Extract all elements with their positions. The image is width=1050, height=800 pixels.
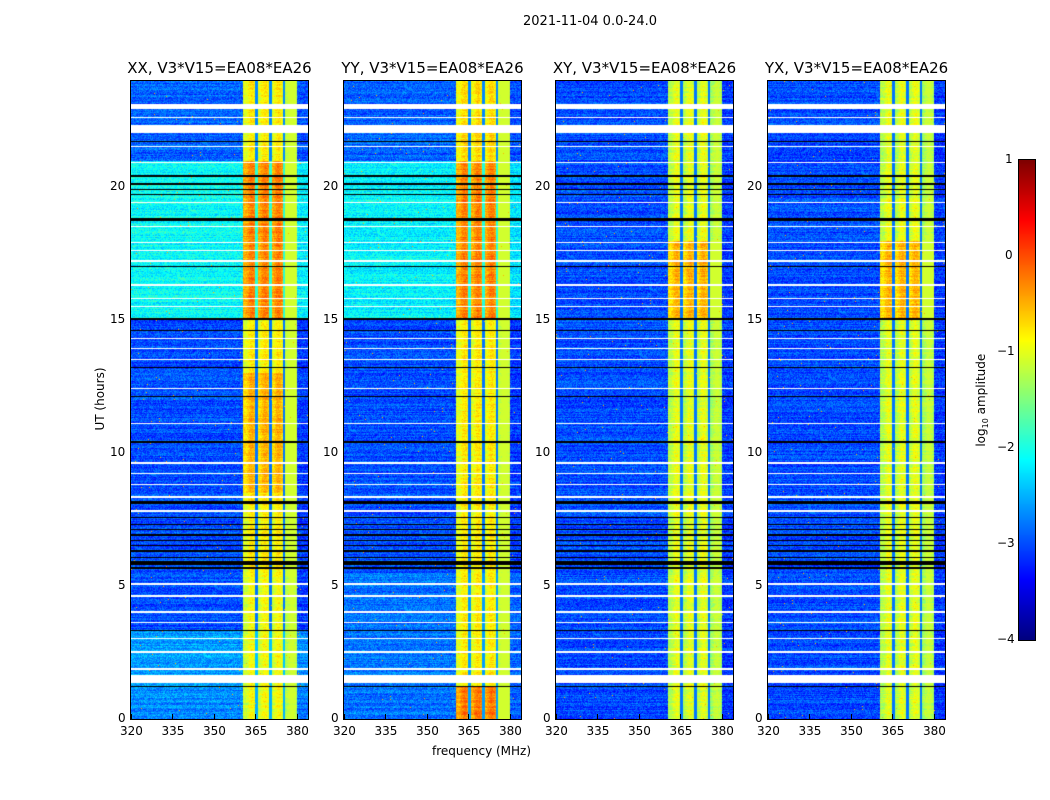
heatmap-xx [131, 81, 308, 719]
x-tick-mark [131, 714, 132, 719]
y-tick-label: 5 [755, 578, 763, 593]
heatmap-yx [768, 81, 945, 719]
heatmap-xy [556, 81, 733, 719]
panel-title: YY, V3*V15=EA08*EA26 [341, 59, 524, 77]
x-tick-mark [426, 714, 428, 719]
y-tick-label: 0 [543, 711, 551, 725]
x-tick-mark [172, 714, 174, 719]
colorbar-tick-label: 1 [1005, 152, 1013, 166]
x-tick-label: 350 [415, 724, 439, 738]
x-tick-mark [597, 714, 599, 719]
x-tick-label: 380 [922, 724, 946, 738]
y-tick-label: 10 [747, 445, 763, 460]
x-tick-label: 350 [627, 724, 651, 738]
x-tick-mark [850, 714, 852, 719]
x-tick-mark [892, 714, 894, 719]
colorbar-tick-label: −4 [997, 632, 1015, 646]
colorbar-tick-label: 0 [1005, 248, 1013, 262]
x-tick-label: 350 [202, 724, 226, 738]
x-axis-label: frequency (MHz) [432, 744, 532, 758]
figure-title: 2021-11-04 0.0-24.0 [523, 14, 657, 29]
y-tick-label: 20 [110, 179, 126, 194]
x-tick-label: 335 [798, 724, 822, 738]
y-tick-label: 0 [755, 711, 763, 725]
y-tick-label: 20 [323, 179, 339, 194]
x-tick-label: 320 [545, 724, 568, 738]
x-tick-mark [509, 714, 511, 719]
y-tick-label: 20 [747, 179, 763, 194]
colorbar [1019, 160, 1035, 640]
colorbar-label: log10 amplitude [974, 340, 990, 460]
panel-title: XY, V3*V15=EA08*EA26 [552, 59, 737, 77]
x-tick-label: 320 [333, 724, 356, 738]
x-tick-label: 335 [586, 724, 610, 738]
x-tick-mark [809, 714, 811, 719]
x-tick-label: 365 [457, 724, 481, 738]
y-tick-label: 15 [110, 312, 126, 327]
x-tick-label: 365 [244, 724, 268, 738]
x-tick-mark [468, 714, 470, 719]
y-tick-label: 20 [535, 179, 551, 194]
colorbar-label-sub: 10 [981, 418, 991, 429]
heatmap-yy [344, 81, 521, 719]
colorbar-tick-label: −2 [997, 440, 1015, 454]
x-tick-mark [933, 714, 935, 719]
x-tick-label: 380 [710, 724, 734, 738]
y-tick-label: 15 [535, 312, 551, 327]
x-tick-label: 335 [374, 724, 398, 738]
y-tick-label: 0 [331, 711, 339, 725]
x-tick-mark [556, 714, 557, 719]
y-tick-label: 15 [747, 312, 763, 327]
y-tick-label: 10 [535, 445, 551, 460]
x-tick-mark [255, 714, 257, 719]
x-tick-mark [213, 714, 215, 719]
colorbar-label-rest: amplitude [973, 353, 988, 419]
y-axis-label: UT (hours) [93, 367, 107, 431]
y-tick-label: 5 [331, 578, 339, 593]
x-tick-label: 380 [498, 724, 522, 738]
colorbar-tick-label: −1 [997, 344, 1015, 358]
y-tick-label: 5 [543, 578, 551, 593]
x-tick-label: 320 [757, 724, 780, 738]
x-tick-mark [768, 714, 769, 719]
y-tick-label: 15 [323, 312, 339, 327]
colorbar-tick-label: −3 [997, 536, 1015, 550]
colorbar-label-log: log [973, 428, 988, 447]
x-tick-label: 350 [839, 724, 863, 738]
panel-title: YX, V3*V15=EA08*EA26 [764, 59, 949, 77]
x-tick-label: 365 [669, 724, 693, 738]
y-tick-label: 10 [323, 445, 339, 460]
y-tick-label: 0 [118, 711, 126, 725]
x-tick-mark [721, 714, 723, 719]
panel-title: XX, V3*V15=EA08*EA26 [127, 59, 312, 77]
x-tick-label: 320 [120, 724, 143, 738]
x-tick-mark [344, 714, 345, 719]
y-tick-label: 5 [118, 578, 126, 593]
x-tick-mark [638, 714, 640, 719]
x-tick-mark [680, 714, 682, 719]
x-tick-label: 335 [161, 724, 185, 738]
x-tick-label: 365 [881, 724, 905, 738]
x-tick-mark [385, 714, 387, 719]
x-tick-label: 380 [285, 724, 309, 738]
y-tick-label: 10 [110, 445, 126, 460]
x-tick-mark [296, 714, 298, 719]
